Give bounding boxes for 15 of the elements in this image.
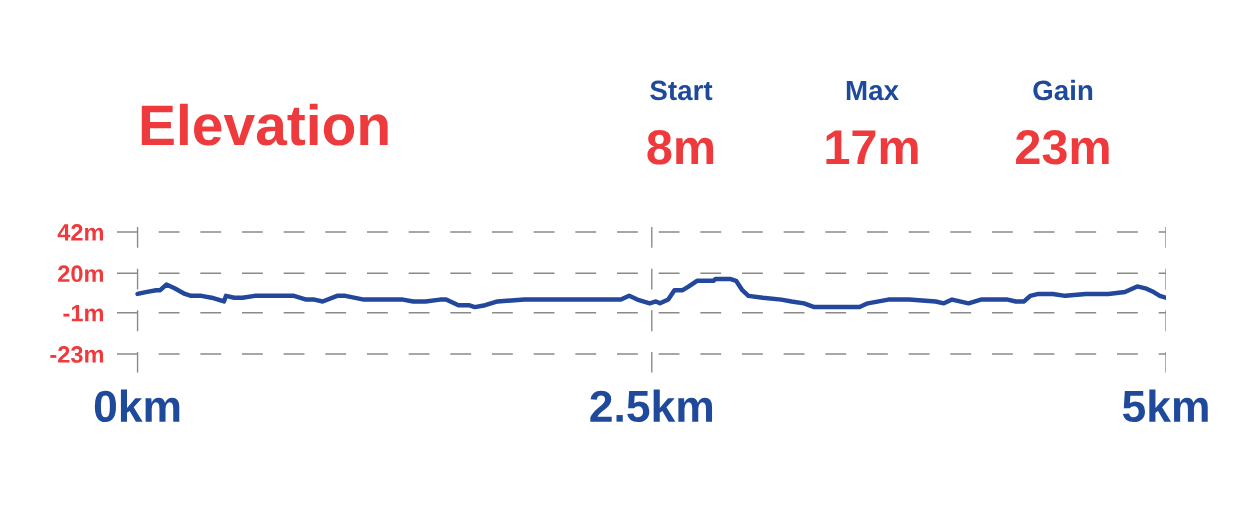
y-tick-label: -1m (63, 305, 104, 322)
text: Gain (1033, 79, 1093, 101)
chart-title: Elevation (141, 103, 388, 146)
x-tick-label: 0km (94, 389, 180, 423)
line-series (135, 276, 1166, 310)
y-tick-label: 42m (57, 224, 104, 241)
text: Start (650, 80, 713, 101)
y-tick-label: -23m (50, 346, 104, 363)
x-tick-label: 5km (1122, 389, 1208, 423)
y-tick-label: 20m (58, 265, 104, 283)
text: 17m (826, 130, 918, 164)
text: 23m (1016, 130, 1109, 165)
text: 8m (647, 130, 714, 165)
text: Max (846, 80, 899, 101)
x-tick-label: 2.5km (590, 389, 713, 423)
